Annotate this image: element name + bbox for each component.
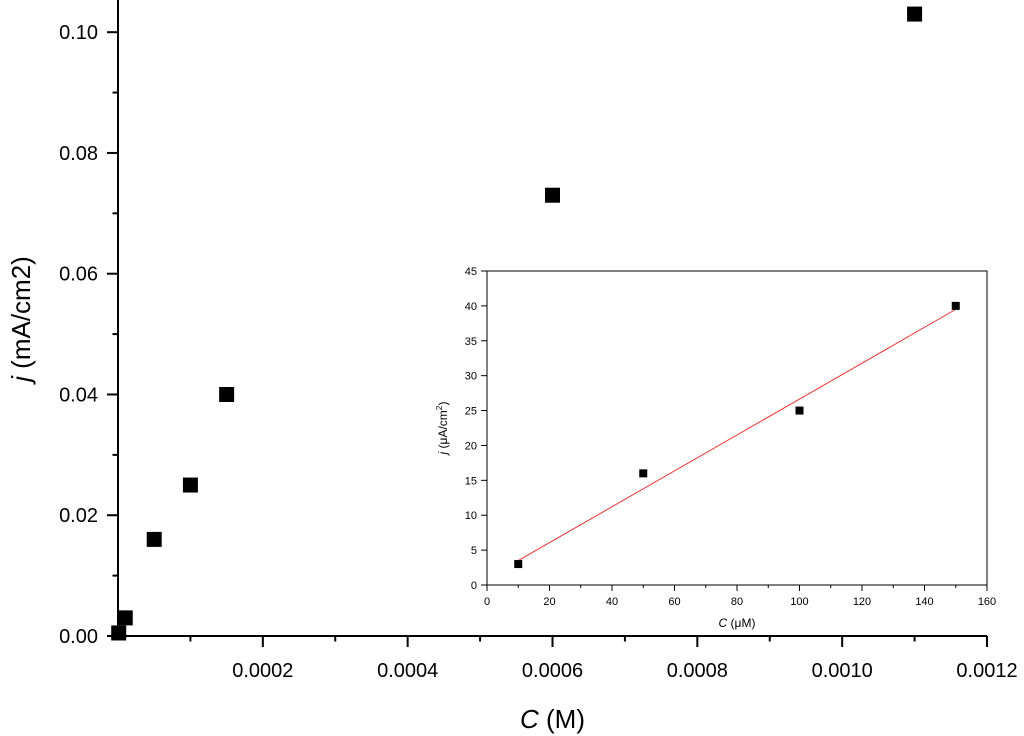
- inset-x-tick-label: 160: [978, 596, 996, 608]
- y-tick-label: 0.08: [59, 143, 98, 165]
- x-tick-label: 0.0002: [232, 660, 293, 682]
- data-point: [146, 531, 162, 547]
- inset-fit-line: [518, 308, 956, 562]
- data-point: [117, 610, 133, 626]
- x-tick-label: 0.0012: [956, 660, 1017, 682]
- inset-plot-frame: [486, 270, 988, 586]
- data-point: [545, 187, 560, 203]
- y-tick-label: 0.10: [59, 22, 98, 44]
- inset-data-point: [951, 301, 960, 310]
- inset-x-tick-label: 40: [606, 596, 618, 608]
- data-point: [111, 625, 127, 641]
- inset-x-tick-label: 140: [915, 596, 933, 608]
- x-tick-label: 0.0008: [667, 660, 728, 682]
- y-tick-label: 0.06: [59, 264, 98, 286]
- inset-x-tick-label: 0: [484, 596, 490, 608]
- inset-x-tick-label: 80: [731, 596, 743, 608]
- inset-x-tick-label: 100: [790, 596, 808, 608]
- x-axis-title: C (M): [520, 704, 585, 734]
- inset-y-tick-label: 25: [465, 406, 477, 418]
- inset-y-tick-label: 40: [465, 301, 477, 313]
- inset-data-point: [514, 560, 523, 569]
- inset-y-tick-label: 0: [471, 580, 477, 592]
- inset-x-axis-title: C (μM): [719, 616, 756, 630]
- y-tick-label: 0.02: [59, 505, 98, 527]
- y-axis-title: j (mA/cm2): [6, 256, 36, 385]
- data-point: [907, 6, 923, 22]
- inset-y-tick-label: 30: [465, 371, 477, 383]
- inset-chart: 0 20 40 60 80 100 120 140 160 0 5 10 15 20 25 30 35 40 45 C…: [434, 266, 996, 630]
- y-tick-label: 0.04: [59, 384, 98, 406]
- x-tick-label: 0.0010: [812, 660, 873, 682]
- inset-y-tick-label: 20: [465, 440, 477, 452]
- x-tick-label: 0.0004: [377, 660, 438, 682]
- inset-y-tick-label: 5: [471, 545, 477, 557]
- inset-y-tick-label: 10: [465, 510, 477, 522]
- main-chart: 0.0002 0.0004 0.0006 0.0008 0.0010 0.00120.00…: [6, 0, 1018, 734]
- x-tick-label: 0.0006: [522, 660, 583, 682]
- inset-y-tick-label: 15: [465, 475, 477, 487]
- inset-data-point: [639, 469, 648, 478]
- data-point: [219, 386, 235, 402]
- inset-y-axis-title: j (μA/cm2): [434, 402, 450, 457]
- inset-x-tick-label: 120: [853, 596, 871, 608]
- inset-x-tick-label: 20: [543, 596, 555, 608]
- inset-y-tick-label: 45: [465, 266, 477, 278]
- inset-x-tick-label: 60: [668, 596, 680, 608]
- data-point: [182, 477, 198, 493]
- inset-y-tick-label: 35: [465, 336, 477, 348]
- inset-data-point: [795, 406, 804, 415]
- y-tick-label: 0.00: [59, 626, 98, 648]
